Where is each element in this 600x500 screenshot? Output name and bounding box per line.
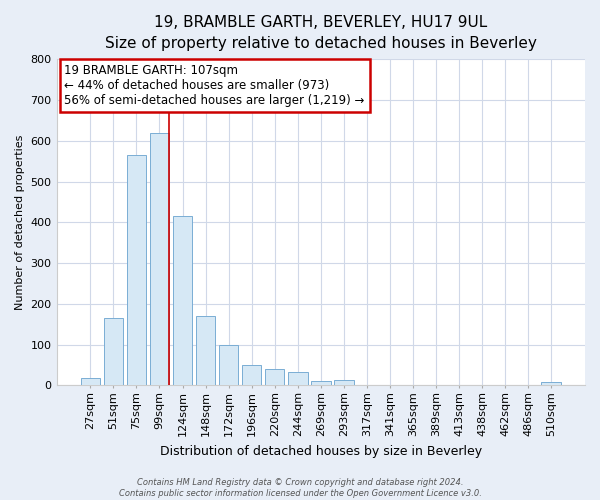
Bar [334, 380, 353, 386]
Text: 19 BRAMBLE GARTH: 107sqm
← 44% of detached houses are smaller (973)
56% of semi-: 19 BRAMBLE GARTH: 107sqm ← 44% of detach… [64, 64, 365, 107]
Bar [541, 382, 561, 386]
Bar [196, 316, 215, 386]
Text: Contains HM Land Registry data © Crown copyright and database right 2024.
Contai: Contains HM Land Registry data © Crown c… [119, 478, 481, 498]
Bar [149, 132, 169, 386]
Bar [288, 372, 308, 386]
Y-axis label: Number of detached properties: Number of detached properties [15, 134, 25, 310]
X-axis label: Distribution of detached houses by size in Beverley: Distribution of detached houses by size … [160, 444, 482, 458]
Bar [265, 369, 284, 386]
Bar [173, 216, 193, 386]
Bar [242, 365, 262, 386]
Bar [104, 318, 123, 386]
Bar [311, 382, 331, 386]
Bar [219, 344, 238, 386]
Title: 19, BRAMBLE GARTH, BEVERLEY, HU17 9UL
Size of property relative to detached hous: 19, BRAMBLE GARTH, BEVERLEY, HU17 9UL Si… [105, 15, 537, 51]
Bar [127, 155, 146, 386]
Bar [80, 378, 100, 386]
